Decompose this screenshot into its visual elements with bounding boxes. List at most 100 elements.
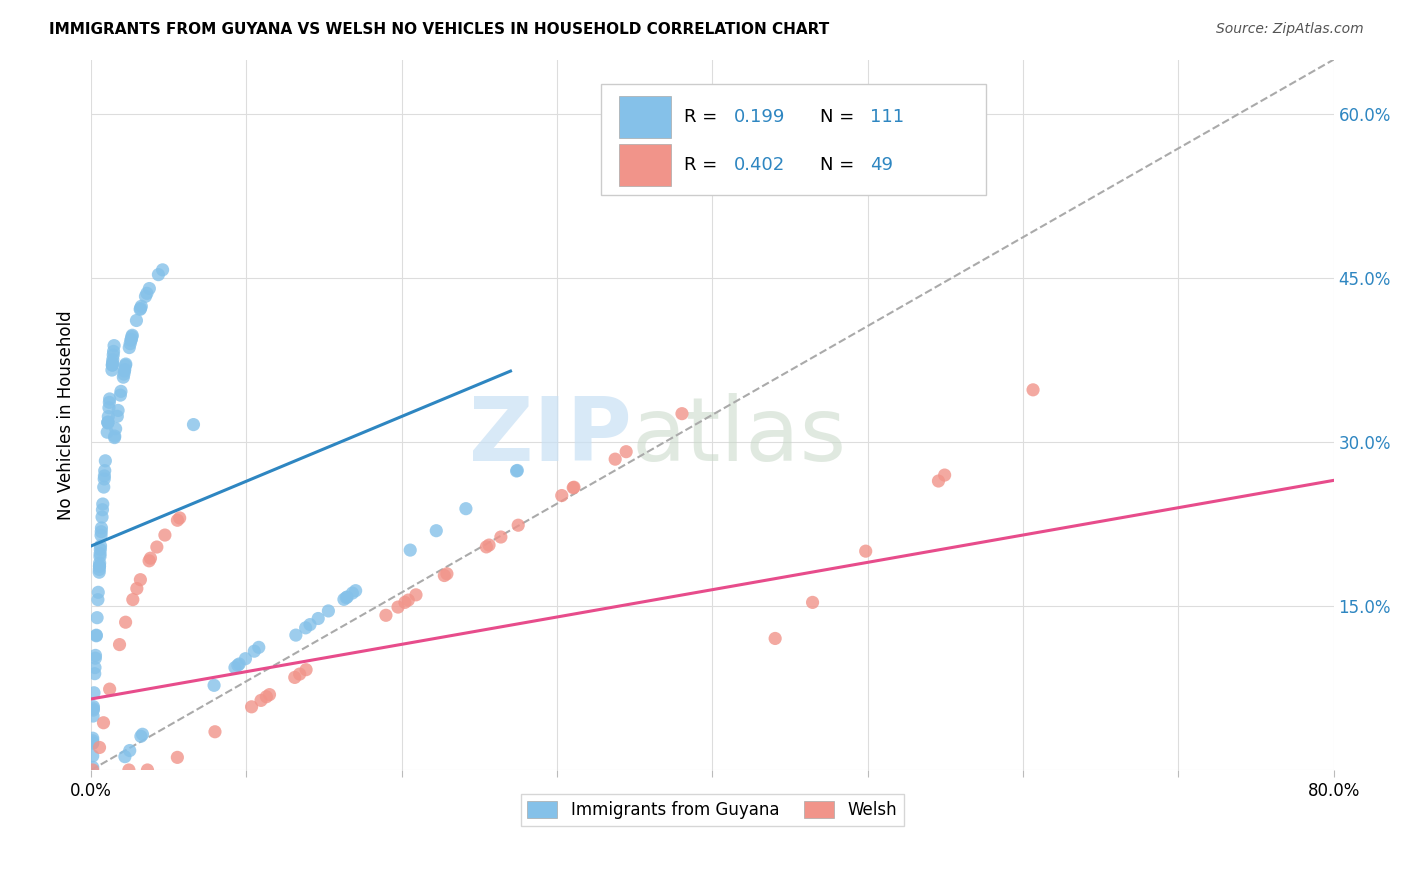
Point (94, 454, 117, 468)
Point (93, 715, 115, 730)
Point (166, 513, 188, 527)
Point (284, 670, 307, 684)
Point (89, 542, 111, 557)
Point (129, 729, 152, 743)
Text: 0.199: 0.199 (734, 108, 785, 126)
Point (118, 763, 141, 777)
Point (562, 481, 585, 495)
Point (82, 763, 104, 777)
Point (454, 501, 477, 516)
Point (114, 364, 136, 378)
Legend: Immigrants from Guyana, Welsh: Immigrants from Guyana, Welsh (520, 794, 904, 826)
Point (98, 401, 121, 415)
Point (131, 727, 153, 741)
Point (405, 588, 427, 602)
Point (605, 452, 627, 467)
Point (934, 468, 956, 483)
Point (89, 539, 111, 553)
Text: 49: 49 (870, 156, 893, 174)
Point (114, 357, 136, 371)
Point (505, 464, 527, 478)
Point (103, 344, 125, 359)
Point (135, 286, 157, 301)
Point (763, 632, 786, 646)
Point (98, 392, 121, 406)
Point (93, 469, 115, 483)
Point (83, 686, 105, 700)
Point (91, 502, 114, 516)
Point (82, 748, 104, 763)
Point (89, 547, 111, 561)
Point (284, 628, 307, 642)
Point (103, 431, 125, 445)
Point (97, 409, 120, 424)
Point (478, 538, 501, 552)
Point (110, 384, 132, 399)
Point (1022, 383, 1045, 397)
Point (90, 521, 112, 535)
Point (228, 657, 250, 671)
Point (139, 551, 162, 566)
Point (247, 640, 270, 655)
Point (89, 556, 111, 570)
FancyBboxPatch shape (600, 85, 986, 194)
Point (138, 554, 160, 568)
Point (204, 724, 226, 739)
Point (103, 348, 125, 362)
Point (107, 403, 129, 417)
Point (97, 415, 120, 429)
Point (129, 302, 152, 317)
Point (138, 281, 160, 295)
Point (84, 660, 107, 674)
Point (118, 743, 141, 757)
Point (82, 703, 104, 717)
Point (374, 608, 396, 623)
Text: IMMIGRANTS FROM GUYANA VS WELSH NO VEHICLES IN HOUSEHOLD CORRELATION CHART: IMMIGRANTS FROM GUYANA VS WELSH NO VEHIC… (49, 22, 830, 37)
Point (91, 497, 114, 511)
Point (118, 341, 141, 355)
Point (387, 600, 409, 615)
Point (121, 329, 143, 343)
Text: N =: N = (821, 156, 860, 174)
Point (489, 530, 512, 544)
Point (136, 763, 159, 777)
Text: atlas: atlas (631, 392, 846, 480)
Point (84, 648, 107, 663)
Point (89, 562, 111, 576)
Point (152, 263, 174, 277)
Point (226, 658, 249, 673)
Point (235, 651, 257, 665)
Point (436, 566, 458, 581)
Point (90, 528, 112, 542)
Point (562, 480, 585, 494)
Point (506, 463, 529, 477)
Point (224, 660, 246, 674)
Point (125, 313, 148, 327)
Point (551, 489, 574, 503)
Point (394, 595, 416, 609)
Point (342, 586, 364, 600)
Point (927, 474, 949, 488)
Point (112, 370, 135, 384)
Point (335, 591, 357, 605)
Point (121, 592, 143, 607)
Point (105, 409, 128, 424)
Point (134, 289, 156, 303)
Point (87, 585, 110, 599)
Point (240, 699, 263, 714)
Point (89, 740, 111, 755)
Text: 111: 111 (870, 108, 904, 126)
Point (298, 617, 321, 632)
Point (97, 416, 120, 430)
Point (294, 621, 316, 635)
Point (108, 638, 131, 652)
Point (82, 709, 104, 723)
Point (82, 736, 104, 750)
Point (153, 528, 176, 542)
Point (82, 736, 104, 750)
Point (96, 425, 118, 440)
Point (86, 610, 108, 624)
Point (166, 750, 188, 764)
FancyBboxPatch shape (619, 145, 672, 186)
Point (98, 395, 121, 409)
